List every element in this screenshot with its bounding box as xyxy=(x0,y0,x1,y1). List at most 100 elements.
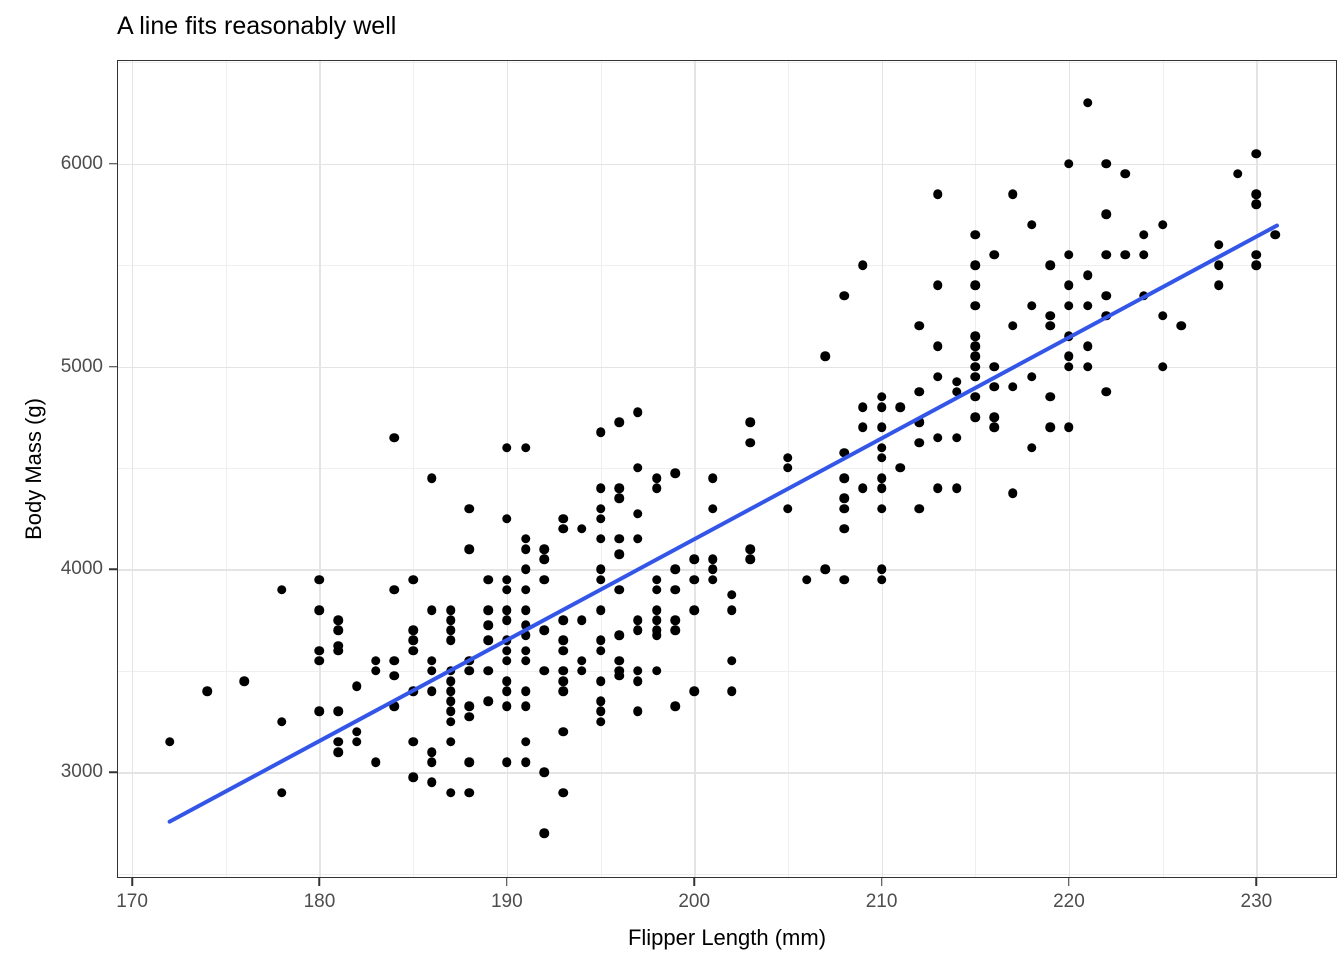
data-point xyxy=(352,726,362,737)
data-point xyxy=(595,635,606,646)
y-tick-label: 6000 xyxy=(60,152,103,174)
data-point xyxy=(614,666,624,676)
data-point xyxy=(333,625,343,636)
data-point xyxy=(595,503,606,514)
data-point xyxy=(989,250,999,260)
data-point xyxy=(520,655,531,666)
data-point xyxy=(876,574,887,585)
data-point xyxy=(633,407,643,417)
data-point xyxy=(333,615,343,625)
data-point xyxy=(558,615,568,625)
data-point xyxy=(520,544,531,554)
data-point xyxy=(933,280,943,291)
data-point xyxy=(801,574,812,585)
data-point xyxy=(614,630,624,641)
data-point xyxy=(483,696,493,707)
data-point xyxy=(577,524,587,534)
data-point xyxy=(651,473,662,483)
data-point xyxy=(670,701,681,712)
data-point xyxy=(445,615,456,625)
data-point xyxy=(502,513,512,524)
data-point xyxy=(651,574,662,585)
data-point xyxy=(427,757,437,767)
data-point xyxy=(633,666,643,676)
data-point xyxy=(427,666,437,676)
data-point xyxy=(445,706,456,717)
plot-panel: Flipper Length (mm) Body Mass (g) 170 180… xyxy=(21,60,1337,950)
data-point xyxy=(633,625,643,636)
data-point xyxy=(876,473,887,483)
data-point xyxy=(314,706,325,717)
data-point xyxy=(558,645,568,656)
data-point xyxy=(670,615,681,625)
data-point xyxy=(502,584,512,595)
data-point xyxy=(314,605,325,615)
data-point xyxy=(408,772,418,783)
data-point xyxy=(595,696,606,707)
data-point xyxy=(539,767,550,778)
data-point xyxy=(989,361,999,372)
data-point xyxy=(389,655,400,666)
data-point xyxy=(745,554,756,565)
data-point xyxy=(876,483,887,494)
data-point xyxy=(520,584,531,595)
data-point xyxy=(726,590,737,600)
data-point xyxy=(558,513,568,524)
x-tick-mark xyxy=(1255,878,1258,886)
data-point xyxy=(1101,250,1112,260)
data-point xyxy=(914,503,924,514)
plot-title: A line fits reasonably well xyxy=(117,12,397,40)
data-point xyxy=(445,625,456,636)
data-point xyxy=(726,605,737,615)
data-point xyxy=(614,534,624,544)
data-point xyxy=(427,777,437,788)
data-point xyxy=(558,726,568,737)
data-point xyxy=(783,503,793,514)
data-point xyxy=(970,331,981,341)
data-point xyxy=(333,640,343,651)
data-point xyxy=(483,635,493,646)
x-tick-label: 220 xyxy=(1053,891,1085,912)
data-point xyxy=(520,686,531,696)
data-point xyxy=(464,666,475,676)
data-point xyxy=(876,503,887,514)
data-point xyxy=(483,666,493,676)
data-point xyxy=(164,737,175,747)
data-point xyxy=(1157,311,1168,321)
data-point xyxy=(1176,321,1187,331)
data-point xyxy=(633,463,643,473)
data-point xyxy=(1082,270,1093,280)
data-point xyxy=(1101,387,1112,397)
data-point xyxy=(633,676,643,686)
data-point xyxy=(651,666,662,676)
x-tick-mark xyxy=(880,878,883,886)
x-tick-label: 230 xyxy=(1240,891,1273,912)
data-point xyxy=(277,584,287,595)
data-point xyxy=(595,574,606,585)
data-point xyxy=(914,437,924,448)
data-point xyxy=(595,605,606,615)
data-point xyxy=(333,747,343,757)
data-point xyxy=(839,503,849,514)
regression-line-layer xyxy=(167,223,1279,824)
data-point xyxy=(1008,382,1018,392)
data-point xyxy=(408,574,418,585)
data-point xyxy=(520,737,531,747)
data-point xyxy=(1251,250,1262,260)
data-point xyxy=(483,605,493,615)
data-point xyxy=(1064,280,1074,291)
data-point xyxy=(1120,169,1130,179)
data-point xyxy=(1082,98,1093,108)
data-point xyxy=(1045,392,1055,402)
data-point xyxy=(839,574,849,585)
data-point xyxy=(314,655,325,666)
data-point xyxy=(1251,199,1262,209)
data-point xyxy=(577,615,587,625)
data-point xyxy=(726,686,737,696)
data-point xyxy=(914,417,924,428)
data-point xyxy=(483,620,493,630)
data-point xyxy=(1045,422,1055,433)
data-point xyxy=(277,716,287,727)
data-point xyxy=(820,351,831,362)
data-point xyxy=(502,645,512,656)
